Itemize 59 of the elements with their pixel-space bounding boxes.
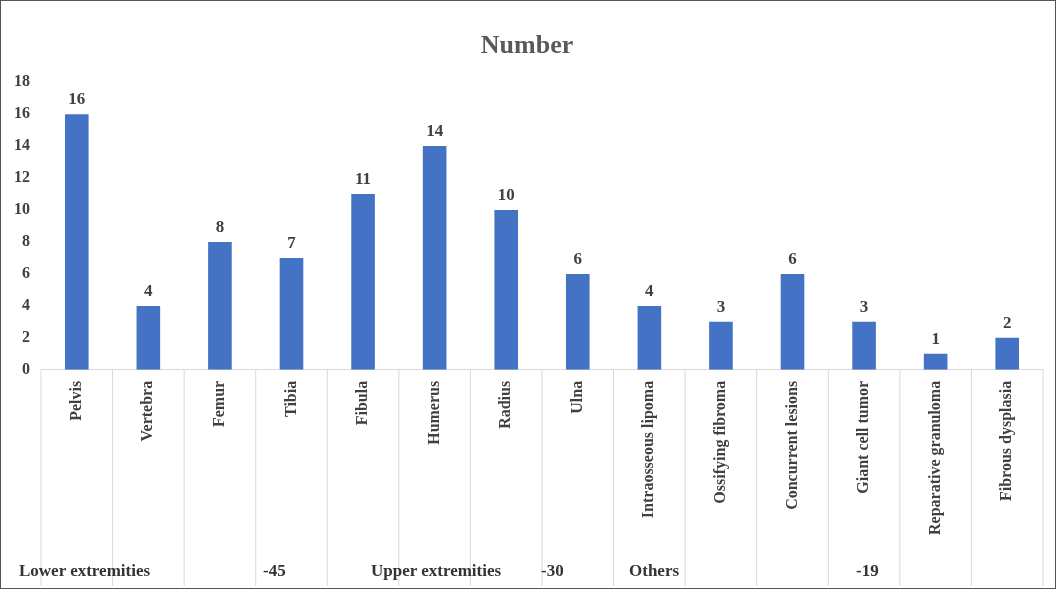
- bar: [923, 353, 948, 370]
- data-label: 10: [497, 184, 515, 204]
- x-tick-label: Vertebra: [138, 380, 156, 442]
- y-tick-label: 4: [22, 296, 30, 314]
- data-label: 16: [68, 89, 86, 109]
- y-tick-label: 10: [14, 200, 30, 218]
- data-label: 2: [1002, 312, 1012, 332]
- y-tick-label: 16: [14, 104, 30, 122]
- chart-title: Number: [480, 30, 574, 60]
- x-tick-label: Intraosseous lipoma: [639, 380, 658, 519]
- y-tick-label: 6: [22, 264, 30, 282]
- x-tick-label: Concurrent lesions: [782, 380, 800, 510]
- bar: [852, 321, 876, 370]
- y-tick-label: 18: [14, 72, 30, 90]
- text: -30: [541, 561, 564, 581]
- x-tick-label: Ulna: [567, 380, 585, 414]
- data-label: 1: [931, 328, 940, 348]
- bar: [64, 114, 89, 370]
- bar: [136, 305, 161, 370]
- x-tick-label: Giant cell tumor: [854, 380, 872, 494]
- y-tick-label: 0: [22, 359, 30, 377]
- x-tick-label: Pelvis: [66, 380, 84, 421]
- text: Upper extremities: [371, 561, 502, 581]
- x-tick-label: Humerus: [424, 380, 442, 445]
- data-label: 6: [573, 248, 583, 268]
- y-tick-label: 2: [22, 327, 30, 345]
- data-label: 3: [716, 296, 726, 316]
- x-tick-label: Ossifying fibroma: [711, 380, 730, 504]
- data-label: 4: [144, 280, 154, 300]
- y-tick-label: 8: [22, 232, 30, 250]
- y-tick-label: 12: [14, 168, 30, 186]
- data-label: 3: [859, 296, 869, 316]
- text: Others: [629, 561, 680, 581]
- bar: [422, 146, 447, 370]
- bar: [208, 241, 232, 370]
- bar: [494, 210, 519, 370]
- text: -19: [856, 561, 879, 581]
- bar: [709, 321, 733, 370]
- data-label: 8: [215, 216, 225, 236]
- x-tick-label: Fibrous dysplasia: [997, 380, 1016, 501]
- x-tick-label: Femur: [210, 380, 228, 427]
- y-tick-label: 14: [14, 136, 30, 154]
- data-label: 6: [788, 248, 797, 268]
- x-tick-label: Radius: [496, 380, 514, 429]
- data-label: 4: [645, 280, 655, 300]
- x-tick-label: Reparative granuloma: [925, 380, 944, 535]
- bar: [637, 305, 662, 370]
- text: Lower extremities: [19, 561, 151, 581]
- bar: [351, 194, 375, 370]
- bar: [995, 337, 1020, 370]
- data-label: 11: [355, 168, 372, 188]
- bar: [780, 273, 805, 370]
- bar: [279, 257, 304, 370]
- x-tick-label: Tibia: [281, 380, 299, 417]
- x-tick-label: Fibula: [353, 380, 371, 426]
- data-label: 7: [287, 232, 297, 252]
- text: -45: [263, 561, 286, 581]
- data-label: 14: [426, 121, 444, 140]
- bar: [565, 273, 590, 370]
